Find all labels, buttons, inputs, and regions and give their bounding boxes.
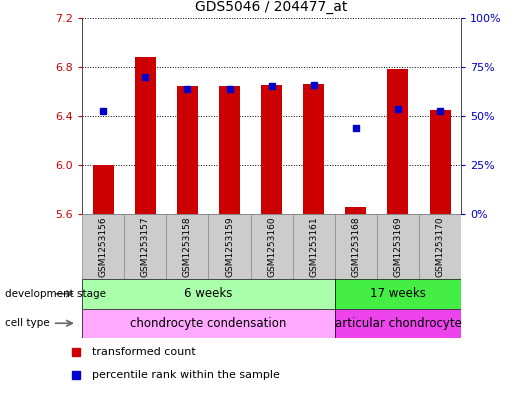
Bar — [208, 214, 251, 279]
Text: cell type: cell type — [5, 318, 50, 328]
Bar — [82, 279, 335, 309]
Bar — [429, 110, 450, 214]
Text: GSM1253160: GSM1253160 — [267, 216, 276, 277]
Bar — [387, 69, 409, 214]
Bar — [177, 86, 198, 214]
Bar — [135, 57, 156, 214]
Text: GSM1253156: GSM1253156 — [99, 216, 108, 277]
Text: transformed count: transformed count — [92, 347, 196, 357]
Bar — [293, 214, 335, 279]
Title: GDS5046 / 204477_at: GDS5046 / 204477_at — [196, 0, 348, 14]
Bar — [419, 214, 461, 279]
Bar — [219, 86, 240, 214]
Text: 6 weeks: 6 weeks — [184, 287, 233, 300]
Bar — [82, 309, 335, 338]
Bar — [335, 279, 461, 309]
Bar — [93, 165, 114, 214]
Bar — [261, 85, 282, 214]
Text: development stage: development stage — [5, 289, 107, 299]
Text: GSM1253157: GSM1253157 — [141, 216, 150, 277]
Bar — [303, 84, 324, 214]
Text: GSM1253159: GSM1253159 — [225, 216, 234, 277]
Text: articular chondrocyte: articular chondrocyte — [334, 317, 462, 330]
Bar — [166, 214, 208, 279]
Text: chondrocyte condensation: chondrocyte condensation — [130, 317, 287, 330]
Text: GSM1253161: GSM1253161 — [309, 216, 318, 277]
Bar — [346, 207, 366, 214]
Bar — [124, 214, 166, 279]
Bar — [335, 214, 377, 279]
Text: GSM1253169: GSM1253169 — [393, 216, 402, 277]
Bar — [335, 309, 461, 338]
Text: percentile rank within the sample: percentile rank within the sample — [92, 370, 280, 380]
Bar — [82, 214, 124, 279]
Text: 17 weeks: 17 weeks — [370, 287, 426, 300]
Bar — [251, 214, 293, 279]
Text: GSM1253158: GSM1253158 — [183, 216, 192, 277]
Text: GSM1253168: GSM1253168 — [351, 216, 360, 277]
Text: GSM1253170: GSM1253170 — [436, 216, 445, 277]
Bar — [377, 214, 419, 279]
